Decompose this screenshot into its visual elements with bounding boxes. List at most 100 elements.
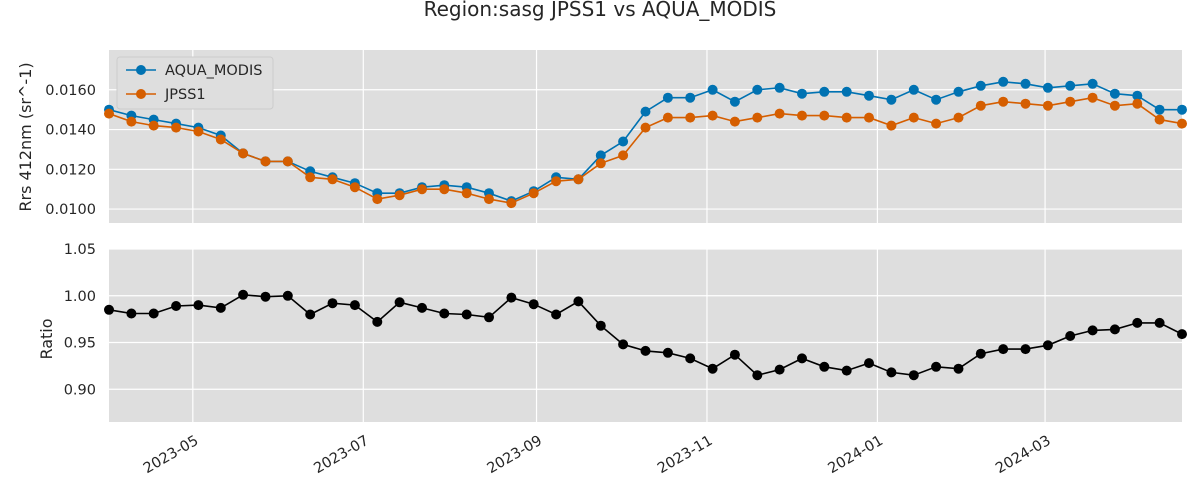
jpss1-data-point xyxy=(1020,98,1031,109)
jpss1-data-point xyxy=(506,198,517,209)
jpss1-data-point xyxy=(640,122,651,133)
jpss1-data-point xyxy=(1154,114,1165,125)
jpss1-data-point xyxy=(551,176,562,187)
aqua-modis-data-point xyxy=(908,84,919,95)
top-y-tick-label: 0.0160 xyxy=(45,83,96,99)
bottom-y-tick-label: 0.95 xyxy=(64,336,96,352)
ratio-data-point xyxy=(1109,324,1120,335)
x-tick-label: 2024-03 xyxy=(993,433,1053,477)
ratio-data-point xyxy=(729,349,740,360)
legend-aqua-label: AQUA_MODIS xyxy=(165,63,262,79)
jpss1-data-point xyxy=(975,100,986,111)
legend-jpss-marker xyxy=(136,89,146,99)
jpss1-data-point xyxy=(417,184,427,195)
jpss1-data-point xyxy=(1132,98,1143,109)
aqua-modis-data-point xyxy=(1087,78,1098,89)
jpss1-data-point xyxy=(327,174,338,185)
jpss1-data-point xyxy=(349,182,360,193)
jpss1-data-point xyxy=(260,156,271,167)
x-axis-ticks: 2023-05 2023-07 2023-09 2023-11 2024-01 2024-… xyxy=(141,433,1054,477)
aqua-modis-data-point xyxy=(1154,104,1165,115)
jpss1-data-point xyxy=(193,126,204,137)
jpss1-data-point xyxy=(394,190,405,201)
ratio-data-point xyxy=(819,361,830,372)
jpss1-data-point xyxy=(662,112,673,123)
ratio-data-point xyxy=(618,339,629,350)
aqua-modis-data-point xyxy=(931,94,942,105)
aqua-modis-data-point xyxy=(1020,78,1031,89)
ratio-data-point xyxy=(148,308,159,319)
jpss1-data-point xyxy=(752,112,763,123)
ratio-data-point xyxy=(1087,325,1098,336)
ratio-data-point xyxy=(528,299,539,310)
ratio-data-point xyxy=(461,309,472,320)
ratio-data-point xyxy=(260,291,271,302)
ratio-data-point xyxy=(662,347,673,358)
aqua-modis-data-point xyxy=(998,76,1009,87)
ratio-data-point xyxy=(1132,317,1143,328)
jpss1-data-point xyxy=(282,156,293,167)
jpss1-data-point xyxy=(707,110,718,121)
ratio-data-point xyxy=(215,302,226,313)
legend-aqua-marker xyxy=(136,65,146,75)
bottom-panel-y-axis-label: Ratio xyxy=(37,318,56,359)
aqua-modis-data-point xyxy=(975,80,986,91)
jpss1-data-point xyxy=(864,112,874,123)
ratio-data-point xyxy=(931,361,942,372)
jpss1-data-point xyxy=(1109,100,1120,111)
aqua-modis-data-point xyxy=(729,96,740,107)
ratio-data-point xyxy=(595,320,606,331)
ratio-data-point xyxy=(685,353,696,364)
top-panel: 0.0100 0.0120 0.0140 0.0160 Rrs 412nm (sr^-… xyxy=(16,50,1187,223)
jpss1-data-point xyxy=(1065,96,1076,107)
aqua-modis-data-point xyxy=(819,86,830,97)
aqua-modis-data-point xyxy=(595,150,606,161)
jpss1-data-point xyxy=(573,174,584,185)
aqua-modis-data-point xyxy=(618,136,629,147)
ratio-data-point xyxy=(1020,344,1031,355)
ratio-data-point xyxy=(841,365,852,376)
ratio-data-point xyxy=(752,370,763,381)
ratio-data-point xyxy=(327,298,338,309)
jpss1-data-point xyxy=(685,112,696,123)
jpss1-data-point xyxy=(953,112,964,123)
ratio-data-point xyxy=(349,300,360,311)
jpss1-data-point xyxy=(841,112,852,123)
aqua-modis-data-point xyxy=(774,82,785,93)
ratio-data-point xyxy=(1065,331,1076,341)
aqua-modis-data-point xyxy=(1109,88,1120,99)
aqua-modis-data-point xyxy=(1065,80,1076,91)
ratio-data-point xyxy=(551,309,562,320)
ratio-data-point xyxy=(774,364,785,375)
jpss1-data-point xyxy=(1087,92,1098,103)
ratio-data-point xyxy=(797,353,807,364)
jpss1-data-point xyxy=(528,188,539,199)
aqua-modis-data-point xyxy=(886,94,897,105)
jpss1-data-point xyxy=(931,118,942,129)
top-y-tick-label: 0.0140 xyxy=(45,123,96,139)
ratio-data-point xyxy=(1154,317,1165,328)
jpss1-data-point xyxy=(797,110,807,121)
ratio-data-point xyxy=(417,302,427,313)
jpss1-data-point xyxy=(908,112,919,123)
ratio-data-point xyxy=(640,345,651,356)
jpss1-data-point xyxy=(148,120,159,131)
bottom-panel-background xyxy=(109,249,1182,422)
ratio-data-point xyxy=(171,301,182,311)
jpss1-data-point xyxy=(886,120,897,131)
x-tick-label: 2023-09 xyxy=(485,433,545,477)
ratio-data-point xyxy=(394,297,405,308)
ratio-data-point xyxy=(864,358,874,369)
ratio-data-point xyxy=(975,348,986,359)
bottom-y-tick-label: 0.90 xyxy=(64,382,96,398)
ratio-data-point xyxy=(1042,340,1053,351)
ratio-data-point xyxy=(126,308,137,319)
aqua-modis-data-point xyxy=(752,84,763,95)
x-tick-label: 2023-07 xyxy=(311,433,371,477)
aqua-modis-data-point xyxy=(1177,104,1187,115)
aqua-modis-data-point xyxy=(1132,90,1143,101)
bottom-y-tick-label: 1.00 xyxy=(64,289,96,305)
ratio-data-point xyxy=(484,312,494,323)
jpss1-data-point xyxy=(595,158,606,169)
